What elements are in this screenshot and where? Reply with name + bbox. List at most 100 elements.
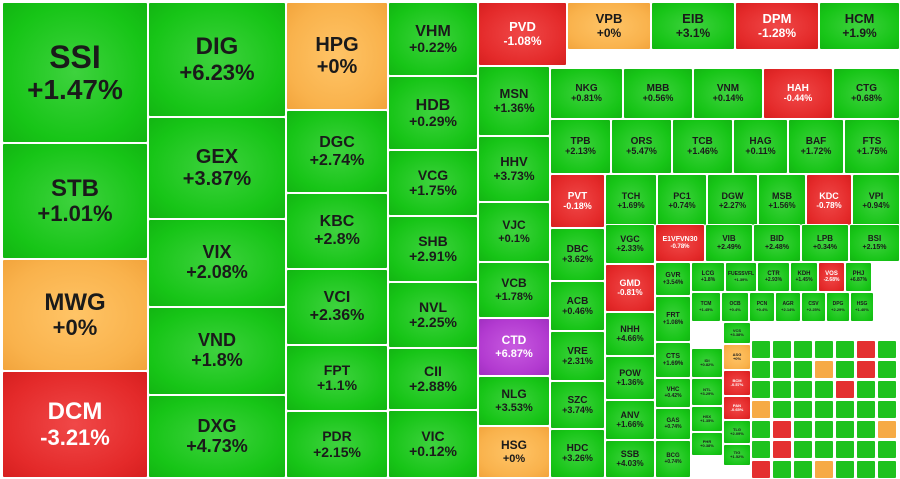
tile-lcg[interactable]: LCG +1.8% <box>691 262 725 292</box>
small-stock-tile[interactable] <box>751 420 771 439</box>
tile-hsg[interactable]: HSG +0% <box>478 426 550 478</box>
tile-vci[interactable]: VCI +2.36% <box>286 269 388 345</box>
tile-nkg[interactable]: NKG +0.81% <box>550 68 623 119</box>
tile-vib[interactable]: VIB +2.49% <box>705 224 753 262</box>
tile-cts[interactable]: CTS +1.69% <box>655 342 691 378</box>
tile-nvl[interactable]: NVL +2.25% <box>388 282 478 348</box>
small-stock-tile[interactable] <box>877 360 897 379</box>
tile-vgc[interactable]: VGC +2.33% <box>605 224 655 264</box>
small-stock-tile[interactable] <box>793 380 813 399</box>
tile-vpi[interactable]: VPI +0.94% <box>852 174 900 228</box>
tile-shb[interactable]: SHB +2.91% <box>388 216 478 282</box>
small-stock-tile[interactable] <box>772 440 792 459</box>
tile-e1vfvn30[interactable]: E1VFVN30 -0.78% <box>655 224 705 262</box>
tile-gmd[interactable]: GMD -0.81% <box>605 264 655 312</box>
small-stock-tile[interactable] <box>814 460 834 479</box>
tile-vix[interactable]: VIX +2.08% <box>148 219 286 307</box>
small-stock-tile[interactable] <box>814 420 834 439</box>
small-stock-tile[interactable] <box>793 340 813 359</box>
tile-stb[interactable]: STB +1.01% <box>2 143 148 259</box>
tile-dcm[interactable]: DCM -3.21% <box>2 371 148 478</box>
small-stock-tile[interactable] <box>877 460 897 479</box>
tile-lpb[interactable]: LPB +0.34% <box>801 224 849 262</box>
small-stock-tile[interactable] <box>835 400 855 419</box>
small-stock-tile[interactable] <box>772 380 792 399</box>
tile-ctr[interactable]: CTR +2.93% <box>757 262 790 292</box>
tile-vnd[interactable]: VND +1.8% <box>148 307 286 395</box>
tile-vcs[interactable]: VCS +3.38% <box>723 322 751 344</box>
tile-msb[interactable]: MSB +1.56% <box>758 174 806 228</box>
small-stock-tile[interactable] <box>793 400 813 419</box>
tile-dgc[interactable]: DGC +2.74% <box>286 110 388 193</box>
small-stock-tile[interactable] <box>772 340 792 359</box>
tile-msn[interactable]: MSN +1.36% <box>478 66 550 136</box>
tile-vos[interactable]: VOS -2.68% <box>818 262 845 292</box>
small-stock-tile[interactable] <box>814 440 834 459</box>
small-stock-tile[interactable] <box>856 440 876 459</box>
tile-hah[interactable]: HAH -0.44% <box>763 68 833 119</box>
small-stock-tile[interactable] <box>751 340 771 359</box>
tile-vre[interactable]: VRE +2.31% <box>550 331 605 381</box>
tile-vcb[interactable]: VCB +1.78% <box>478 262 550 318</box>
tile-dbc[interactable]: DBC +3.62% <box>550 228 605 281</box>
small-stock-tile[interactable] <box>835 460 855 479</box>
small-stock-tile[interactable] <box>856 460 876 479</box>
tile-pan[interactable]: PAN -0.65% <box>723 396 751 420</box>
tile-kdh[interactable]: KDH +1.45% <box>790 262 818 292</box>
small-stock-tile[interactable] <box>814 380 834 399</box>
small-stock-tile[interactable] <box>814 340 834 359</box>
tile-agr[interactable]: AGR +2.14% <box>775 292 801 322</box>
small-stock-tile[interactable] <box>751 460 771 479</box>
tile-pvt[interactable]: PVT -0.18% <box>550 174 605 228</box>
tile-bsi[interactable]: BSI +2.15% <box>849 224 900 262</box>
small-stock-tile[interactable] <box>835 360 855 379</box>
tile-fpt[interactable]: FPT +1.1% <box>286 345 388 411</box>
small-stock-tile[interactable] <box>877 400 897 419</box>
small-stock-tile[interactable] <box>793 460 813 479</box>
tile-gex[interactable]: GEX +3.87% <box>148 117 286 219</box>
tile-vic[interactable]: VIC +0.12% <box>388 410 478 478</box>
tile-gvr[interactable]: GVR +3.54% <box>655 262 691 296</box>
tile-fuessvfl[interactable]: FUESSVFL +1.39% <box>725 262 757 292</box>
tile-hpg[interactable]: HPG +0% <box>286 2 388 110</box>
tile-frt[interactable]: FRT +1.08% <box>655 296 691 342</box>
small-stock-tile[interactable] <box>856 340 876 359</box>
small-stock-tile[interactable] <box>835 380 855 399</box>
small-stock-tile[interactable] <box>856 380 876 399</box>
small-stock-tile[interactable] <box>751 440 771 459</box>
small-stock-tile[interactable] <box>877 440 897 459</box>
tile-fts[interactable]: FTS +1.75% <box>844 119 900 174</box>
tile-anv[interactable]: ANV +1.66% <box>605 400 655 440</box>
tile-cii[interactable]: CII +2.88% <box>388 348 478 410</box>
tile-dxg[interactable]: DXG +4.73% <box>148 395 286 478</box>
tile-nlg[interactable]: NLG +3.53% <box>478 376 550 426</box>
small-stock-tile[interactable] <box>877 420 897 439</box>
small-stock-tile[interactable] <box>856 400 876 419</box>
tile-tcb[interactable]: TCB +1.46% <box>672 119 733 174</box>
tile-hdb[interactable]: HDB +0.29% <box>388 76 478 150</box>
tile-hsg2[interactable]: HSG +1.40% <box>850 292 874 322</box>
tile-pvd[interactable]: PVD -1.08% <box>478 2 567 66</box>
tile-hag[interactable]: HAG +0.11% <box>733 119 788 174</box>
tile-dig[interactable]: DIG +6.23% <box>148 2 286 117</box>
small-stock-tile[interactable] <box>772 360 792 379</box>
tile-ssi[interactable]: SSI +1.47% <box>2 2 148 143</box>
tile-tlg[interactable]: TLG +2.09% <box>723 420 751 444</box>
tile-phj[interactable]: PHJ +6.87% <box>845 262 872 292</box>
tile-kdc[interactable]: KDC -0.78% <box>806 174 852 228</box>
small-stock-tile[interactable] <box>793 420 813 439</box>
tile-mbb[interactable]: MBB +0.56% <box>623 68 693 119</box>
tile-vhm[interactable]: VHM +0.22% <box>388 2 478 76</box>
tile-ctg[interactable]: CTG +0.68% <box>833 68 900 119</box>
tile-vpb[interactable]: VPB +0% <box>567 2 651 50</box>
tile-tig[interactable]: TIG +1.52% <box>723 444 751 466</box>
tile-dpg[interactable]: DPG +2.29% <box>826 292 850 322</box>
tile-ctd[interactable]: CTD +6.87% <box>478 318 550 376</box>
tile-tcm[interactable]: TCM +1.45% <box>691 292 721 322</box>
tile-hcm[interactable]: HCM +1.9% <box>819 2 900 50</box>
tile-eib[interactable]: EIB +3.1% <box>651 2 735 50</box>
tile-acb[interactable]: ACB +0.46% <box>550 281 605 331</box>
tile-hhv[interactable]: HHV +3.73% <box>478 136 550 202</box>
tile-bid[interactable]: BID +2.48% <box>753 224 801 262</box>
tile-ntl[interactable]: NTL +3.29% <box>691 378 723 406</box>
